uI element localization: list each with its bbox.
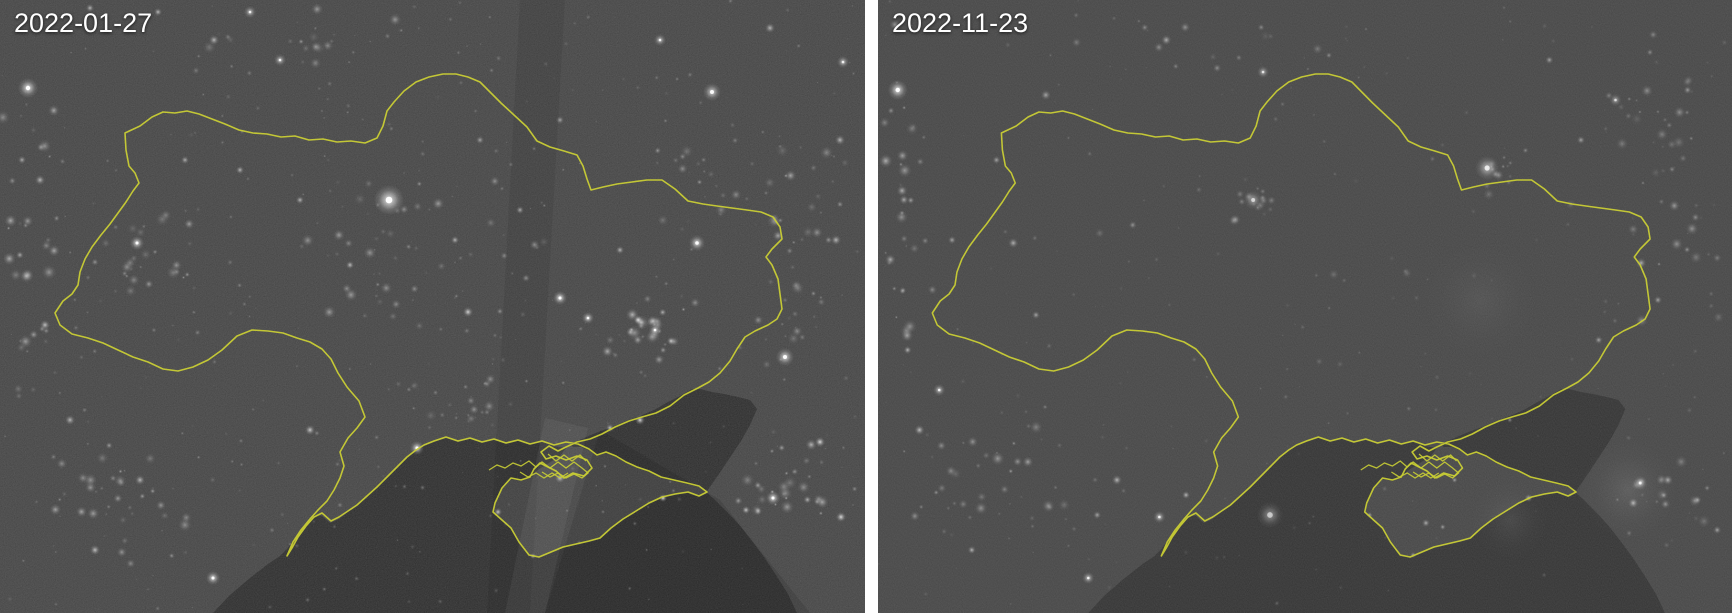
night-lights-map-before [0,0,865,613]
satellite-panel-right: 2022-11-23 [878,0,1732,613]
date-label-left: 2022-01-27 [14,8,153,38]
panel-divider [865,0,878,613]
night-lights-map-after [878,0,1732,613]
satellite-panel-left: 2022-01-27 [0,0,865,613]
date-label-right: 2022-11-23 [892,8,1029,38]
